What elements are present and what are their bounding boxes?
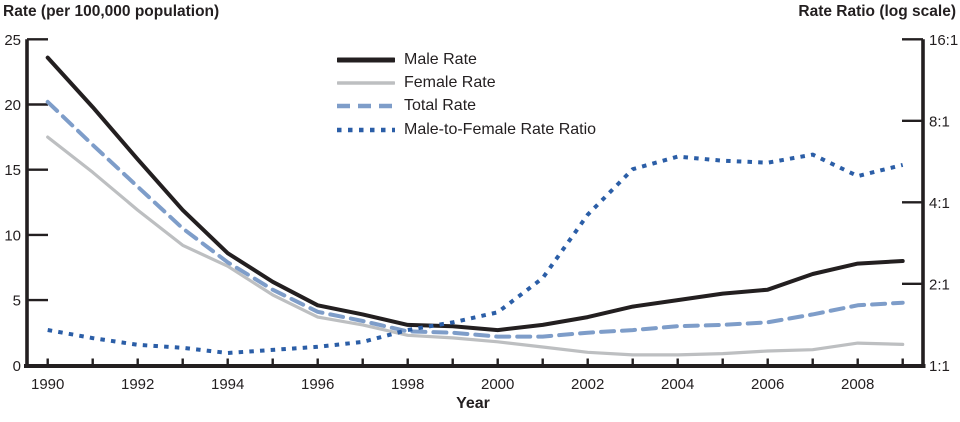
legend-item-total-rate: Total Rate (337, 95, 596, 118)
legend-item-male-to-female-rate-ratio: Male-to-Female Rate Ratio (337, 118, 596, 141)
x-axis-tick-label: 2002 (571, 376, 604, 393)
male-to-female-rate-ratio-line-sample (337, 127, 395, 132)
x-axis-tick-label: 1998 (391, 376, 424, 393)
left-axis-title: Rate (per 100,000 population) (3, 3, 220, 20)
left-axis-tick-label: 0 (13, 358, 21, 375)
legend-label-female-rate: Female Rate (404, 73, 496, 91)
total-rate-line-sample (337, 103, 395, 109)
legend: Male Rate Female Rate Total Rate Male-to… (337, 48, 596, 141)
x-axis-tick-label: 1996 (301, 376, 334, 393)
x-axis-title: Year (456, 395, 490, 412)
legend-item-female-rate: Female Rate (337, 71, 596, 94)
left-axis-tick-label: 25 (4, 32, 21, 49)
male-to-female-rate-ratio-line (47, 152, 904, 355)
legend-label-total-rate: Total Rate (404, 97, 477, 115)
legend-item-male-rate: Male Rate (337, 48, 596, 71)
legend-label-male-to-female-rate-ratio: Male-to-Female Rate Ratio (404, 120, 597, 138)
left-axis-tick-label: 10 (4, 227, 21, 244)
right-axis-tick-label: 16:1 (929, 32, 958, 49)
right-axis-tick-label: 8:1 (929, 113, 950, 130)
x-axis-tick-label: 2000 (481, 376, 514, 393)
male-rate-line (45, 55, 905, 333)
right-axis-tick-label: 2:1 (929, 276, 950, 293)
x-axis-tick-label: 2006 (751, 376, 784, 393)
left-axis-tick-label: 5 (13, 293, 21, 310)
left-axis-tick-label: 15 (4, 162, 21, 179)
female-rate-line (46, 135, 905, 357)
total-rate-line (45, 99, 905, 339)
right-axis-title: Rate Ratio (log scale) (798, 3, 956, 20)
legend-label-male-rate: Male Rate (404, 50, 477, 68)
x-axis-tick-label: 1992 (121, 376, 154, 393)
x-axis-tick-label: 2008 (841, 376, 874, 393)
right-axis-tick-label: 4:1 (929, 195, 950, 212)
female-rate-line-sample (337, 81, 395, 85)
left-axis-tick-label: 20 (4, 97, 21, 114)
x-axis-tick-label: 1990 (31, 376, 64, 393)
x-axis-tick-label: 2004 (661, 376, 694, 393)
right-axis-tick-label: 1:1 (929, 358, 950, 375)
male-rate-line-sample (337, 57, 395, 63)
x-axis-tick-label: 1994 (211, 376, 244, 393)
